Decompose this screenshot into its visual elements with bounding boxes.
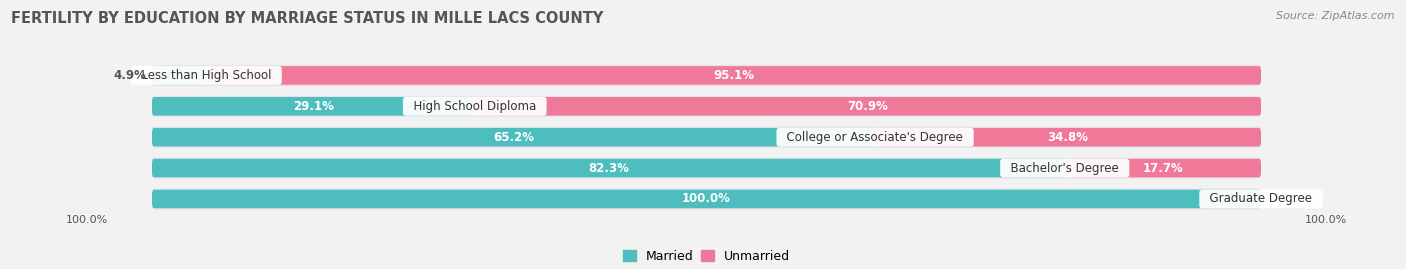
Text: 70.9%: 70.9% [848, 100, 889, 113]
Text: College or Associate's Degree: College or Associate's Degree [779, 131, 970, 144]
Text: 29.1%: 29.1% [292, 100, 333, 113]
Text: 95.1%: 95.1% [713, 69, 754, 82]
Legend: Married, Unmarried: Married, Unmarried [619, 245, 794, 268]
FancyBboxPatch shape [152, 128, 875, 146]
FancyBboxPatch shape [152, 66, 207, 85]
FancyBboxPatch shape [152, 158, 1261, 179]
FancyBboxPatch shape [152, 190, 1261, 208]
Text: 65.2%: 65.2% [494, 131, 534, 144]
Text: 82.3%: 82.3% [588, 162, 628, 175]
Text: Source: ZipAtlas.com: Source: ZipAtlas.com [1277, 11, 1395, 21]
FancyBboxPatch shape [207, 66, 1261, 85]
FancyBboxPatch shape [152, 96, 1261, 117]
FancyBboxPatch shape [1064, 159, 1261, 177]
FancyBboxPatch shape [875, 128, 1261, 146]
FancyBboxPatch shape [152, 159, 1064, 177]
Text: 4.9%: 4.9% [114, 69, 146, 82]
FancyBboxPatch shape [152, 97, 475, 116]
Text: Bachelor's Degree: Bachelor's Degree [1002, 162, 1126, 175]
Text: 34.8%: 34.8% [1047, 131, 1088, 144]
Text: Less than High School: Less than High School [134, 69, 278, 82]
Text: 100.0%: 100.0% [1305, 215, 1347, 225]
FancyBboxPatch shape [152, 189, 1261, 210]
Text: 100.0%: 100.0% [682, 192, 731, 206]
Text: 100.0%: 100.0% [66, 215, 108, 225]
FancyBboxPatch shape [152, 65, 1261, 86]
Text: Graduate Degree: Graduate Degree [1202, 192, 1320, 206]
Text: High School Diploma: High School Diploma [406, 100, 544, 113]
FancyBboxPatch shape [475, 97, 1261, 116]
Text: 17.7%: 17.7% [1143, 162, 1184, 175]
Text: FERTILITY BY EDUCATION BY MARRIAGE STATUS IN MILLE LACS COUNTY: FERTILITY BY EDUCATION BY MARRIAGE STATU… [11, 11, 603, 26]
FancyBboxPatch shape [152, 127, 1261, 148]
